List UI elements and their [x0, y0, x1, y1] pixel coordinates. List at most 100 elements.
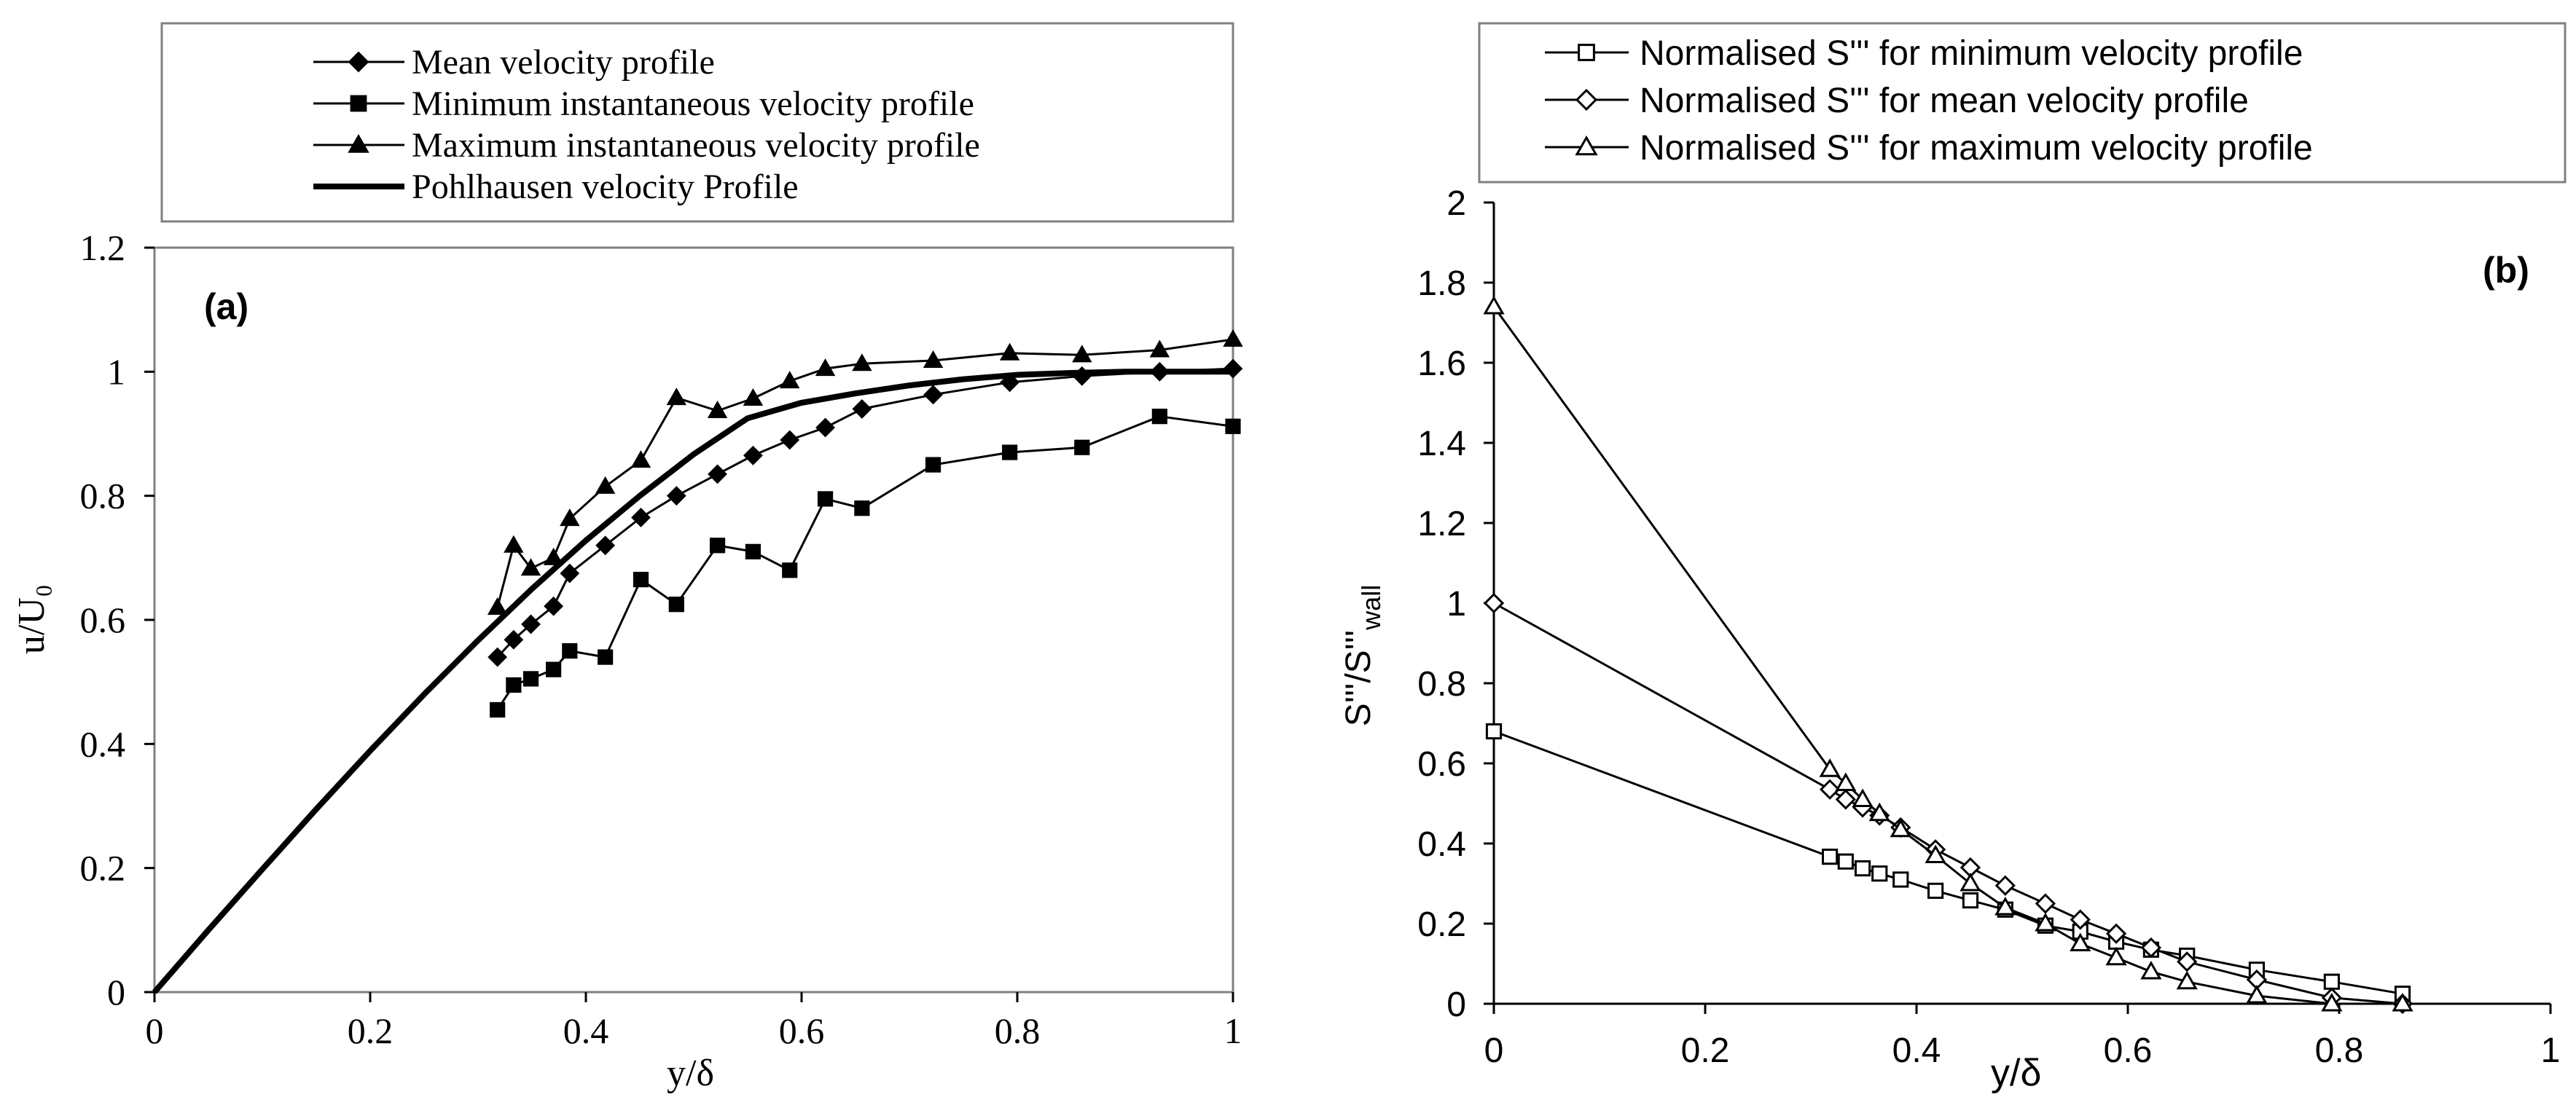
chart-b-point-s2	[2176, 970, 2198, 990]
chart-b-point-s0	[1871, 865, 1888, 882]
chart-a-legend-marker-0	[348, 51, 369, 73]
chart-a-plot-area	[153, 246, 1234, 994]
chart-a-y-tick-label: 0.8	[80, 476, 126, 516]
chart-b-point-s1	[1483, 592, 1505, 614]
chart-a-y-tick-label: 0.2	[80, 848, 126, 889]
chart-b-legend-marker-0	[1578, 44, 1595, 61]
chart-b-point-s2	[1852, 788, 1874, 807]
chart-b-point-s1	[2177, 951, 2198, 972]
chart-a-point-s1	[1151, 409, 1167, 425]
chart-b-axes: 0 0.2 0.4 0.6 0.8 1 1.2 1.4 1.6 1.8 2 0 0.2 0.4 0.6 0.8…	[1417, 184, 2560, 1070]
chart-a-legend-label-2: Maximum instantaneous velocity profile	[412, 126, 980, 165]
chart-a-point-s0	[595, 535, 616, 556]
chart-a-point-s1	[522, 671, 539, 687]
chart-b-y-tick-label: 0.2	[1417, 905, 1466, 944]
chart-b-y-tick-label: 1.6	[1417, 345, 1466, 383]
chart-b-point-s2	[1819, 758, 1841, 777]
chart-b-y-tick-label: 0.4	[1417, 825, 1466, 864]
chart-b-y-tick-label: 1.2	[1417, 505, 1466, 543]
chart-a-point-s2	[560, 508, 580, 527]
chart-a-axes: 0 0.2 0.4 0.6 0.8 1 1.2 0 0.2 0.4 0.6 0.8 1	[80, 227, 1242, 1051]
chart-a-point-s0	[666, 486, 686, 506]
chart-a-point-s0	[708, 464, 727, 484]
chart-a-point-s2	[487, 597, 508, 615]
chart-a-point-s1	[817, 491, 834, 507]
chart-a-point-s1	[490, 701, 506, 718]
chart-b-y-tick-label: 0	[1446, 986, 1466, 1024]
chart-a-point-s0	[560, 563, 580, 583]
chart-a-point-s1	[925, 457, 941, 473]
chart-a-series	[152, 329, 1243, 994]
chart-b-x-tick-label: 0	[1484, 1031, 1504, 1070]
chart-b-series	[1483, 295, 2413, 1015]
chart-a-x-tick-label: 0.2	[348, 1010, 394, 1051]
chart-b-point-s2	[2321, 992, 2343, 1012]
chart-b-point-s2	[1925, 844, 1946, 863]
chart-a-ylabel: u/U₀	[11, 584, 52, 654]
chart-a-point-s0	[488, 647, 508, 667]
chart-a-point-s0	[504, 629, 524, 650]
chart-a-point-s1	[1002, 444, 1018, 460]
chart-b-legend	[1478, 22, 2567, 184]
chart-b-legend-label-2: Normalised S''' for maximum velocity pro…	[1640, 129, 2313, 168]
chart-a-point-s2	[1072, 345, 1092, 363]
chart-a-legend-marker-1	[350, 95, 367, 112]
chart-a-x-tick-label: 0.8	[995, 1010, 1041, 1051]
chart-b-point-s2	[2070, 932, 2091, 951]
chart-a-point-s1	[668, 597, 684, 613]
chart-b-point-s2	[2035, 912, 2056, 932]
chart-a-legend-marker-2	[348, 133, 369, 153]
chart-b-point-s0	[1854, 860, 1871, 877]
chart-a-point-s2	[852, 353, 872, 371]
chart-a-point-s2	[923, 350, 944, 369]
chart-a-point-s0	[544, 596, 564, 616]
chart-b-point-s0	[1837, 853, 1854, 870]
chart-b-y-tick-label: 1.8	[1417, 264, 1466, 303]
chart-a-y-tick-label: 0	[107, 972, 125, 1012]
chart-b-point-s0	[1962, 892, 1979, 909]
chart-b-x-tick-label: 0.4	[1892, 1031, 1941, 1070]
chart-b-point-s2	[2246, 984, 2268, 1004]
chart-b-legend-label-0: Normalised S''' for minimum velocity pro…	[1640, 34, 2303, 73]
chart-b-point-s0	[1485, 723, 1503, 740]
chart-a-point-s1	[745, 543, 761, 559]
chart-b-legend-marker-1	[1575, 88, 1598, 111]
chart-b-point-s2	[2105, 946, 2127, 966]
chart-a-point-s0	[743, 445, 763, 465]
chart-a-point-s2	[666, 388, 687, 406]
chart-a-legend-label-3: Pohlhausen velocity Profile	[412, 168, 799, 206]
chart-a-point-s0	[631, 508, 651, 527]
chart-b-y-tick-label: 2	[1446, 184, 1466, 223]
chart-a-point-s1	[1074, 439, 1090, 455]
chart-a-point-s2	[504, 535, 524, 553]
chart-a-x-tick-label: 0.4	[563, 1010, 609, 1051]
chart-b-legend-label-1: Normalised S''' for mean velocity profil…	[1640, 82, 2249, 120]
chart-b-point-s0	[2323, 973, 2340, 990]
chart-a-point-s1	[782, 562, 798, 578]
chart-b-point-s1	[2105, 923, 2127, 944]
chart-a-point-s0	[780, 430, 800, 450]
chart-a-y-tick-label: 0.4	[80, 723, 126, 764]
chart-b-x-tick-label: 0.8	[2315, 1031, 2364, 1070]
chart-a-point-s1	[562, 642, 578, 659]
chart-a-point-s2	[779, 371, 800, 389]
chart-a-point-s0	[923, 385, 943, 405]
chart-b-point-s2	[2140, 960, 2162, 980]
chart-b-point-s1	[2140, 937, 2162, 959]
chart-a-point-s1	[854, 500, 870, 516]
chart-b-legend-marker-2	[1575, 135, 1598, 156]
chart-b-point-s1	[1819, 779, 1841, 800]
chart-a-series-line-3	[152, 369, 1233, 994]
chart-b-point-s2	[1835, 772, 1857, 791]
chart-b-point-s0	[1927, 882, 1944, 900]
chart-a-point-s2	[999, 342, 1020, 361]
chart-b-y-tick-label: 1	[1446, 585, 1466, 624]
chart-a-legend-label-1: Minimum instantaneous velocity profile	[412, 84, 974, 123]
chart-b-x-tick-label: 0.2	[1681, 1031, 1730, 1070]
chart-a-point-s1	[546, 661, 562, 677]
chart-b-point-s1	[2070, 909, 2091, 930]
chart-a-y-tick-label: 1	[107, 351, 125, 392]
